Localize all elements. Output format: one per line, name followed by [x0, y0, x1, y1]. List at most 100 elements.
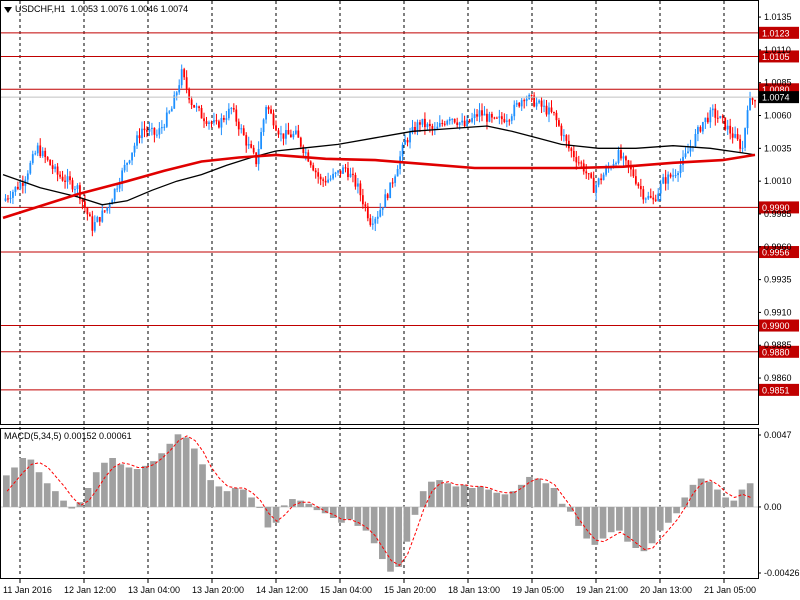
macd-bar	[109, 458, 116, 507]
time-label: 19 Jan 21:00	[576, 585, 628, 595]
macd-bar	[436, 480, 443, 507]
candle-body	[106, 207, 109, 211]
candle-body	[235, 109, 238, 122]
triangle-down-icon[interactable]	[4, 6, 12, 13]
candle-body	[250, 144, 253, 148]
macd-panel: 0.0047 0.00 -0.00426	[1, 430, 800, 578]
time-label: 13 Jan 04:00	[128, 585, 180, 595]
candle-body	[168, 111, 171, 113]
candle-body	[200, 108, 203, 119]
candle-body	[523, 100, 526, 102]
candle-body	[26, 173, 29, 180]
candle-body	[513, 104, 516, 117]
candle-body	[662, 177, 665, 184]
price-tick-label: 1.0110	[764, 45, 791, 55]
candle-body	[188, 88, 191, 100]
macd-bar	[468, 488, 476, 507]
candle-body	[625, 156, 627, 161]
macd-bar	[141, 465, 149, 507]
macd-bar	[166, 443, 174, 507]
macd-bar	[125, 467, 133, 507]
macd-bar	[730, 500, 738, 507]
candle-body	[414, 127, 416, 133]
level-tag	[759, 383, 799, 396]
macd-bar	[501, 494, 509, 507]
macd-bar	[665, 506, 672, 523]
candle-body	[562, 135, 565, 137]
candle-body	[746, 110, 749, 129]
candle-body	[344, 167, 347, 169]
candle-body	[205, 121, 208, 124]
candle-body	[476, 114, 478, 117]
candle-body	[456, 122, 459, 126]
candle-body	[491, 113, 493, 118]
macd-bar	[289, 499, 296, 507]
candle-body	[118, 183, 121, 189]
candle-body	[292, 133, 295, 138]
macd-bar	[321, 506, 329, 514]
macd-bar	[60, 500, 67, 507]
candle-body	[185, 77, 188, 89]
candle-body	[540, 100, 543, 107]
candle-body	[126, 162, 128, 165]
candle-body	[347, 168, 349, 178]
candle-body	[294, 130, 297, 134]
candle-body	[108, 204, 111, 208]
current-price-label: 1.0074	[762, 93, 790, 103]
candle-body	[577, 162, 580, 164]
candle-body	[396, 169, 399, 177]
candle-body	[471, 118, 473, 122]
time-label: 15 Jan 20:00	[384, 585, 436, 595]
candle-body	[458, 122, 461, 126]
candle-body	[572, 150, 575, 158]
macd-bar	[43, 483, 51, 507]
candle-body	[98, 217, 101, 222]
macd-bar	[11, 467, 18, 507]
macd-bar	[517, 484, 525, 507]
candle-body	[210, 122, 213, 124]
macd-bar	[419, 491, 427, 507]
candle-body	[329, 178, 332, 180]
candle-body	[543, 105, 545, 107]
candle-body	[183, 69, 186, 78]
candle-body	[495, 117, 498, 119]
candle-body	[674, 175, 677, 177]
candle-body	[659, 183, 662, 194]
price-tick-label: 1.0135	[764, 12, 792, 22]
candle-body	[595, 184, 598, 193]
macd-bar	[673, 506, 680, 514]
price-tick-label: 0.9985	[764, 209, 792, 219]
macd-bar	[403, 506, 411, 542]
candle-body	[369, 218, 372, 225]
candle-body	[46, 157, 49, 160]
candle-body	[334, 172, 337, 174]
candle-body	[41, 150, 44, 157]
candle-body	[555, 112, 558, 121]
candle-body	[729, 125, 732, 134]
candle-body	[302, 146, 305, 153]
candle-body	[128, 160, 131, 163]
level-label: 1.0105	[762, 52, 790, 62]
candle-body	[222, 117, 225, 120]
candle-body	[240, 128, 243, 130]
candle-body	[138, 135, 141, 139]
candle-body	[689, 147, 692, 152]
candle-body	[424, 118, 426, 128]
candle-body	[682, 156, 684, 165]
macd-bar	[477, 486, 484, 507]
candle-body	[704, 117, 707, 122]
candle-body	[389, 182, 392, 199]
candle-body	[709, 110, 712, 123]
macd-bar	[223, 491, 231, 507]
candle-body	[86, 207, 89, 215]
macd-bar	[607, 506, 615, 533]
candle-body	[657, 193, 660, 201]
candle-body	[679, 164, 682, 174]
macd-bar	[411, 506, 419, 515]
candle-body	[535, 102, 538, 107]
macd-bar	[117, 464, 125, 507]
candle-body	[550, 107, 553, 112]
candle-body	[505, 120, 508, 122]
